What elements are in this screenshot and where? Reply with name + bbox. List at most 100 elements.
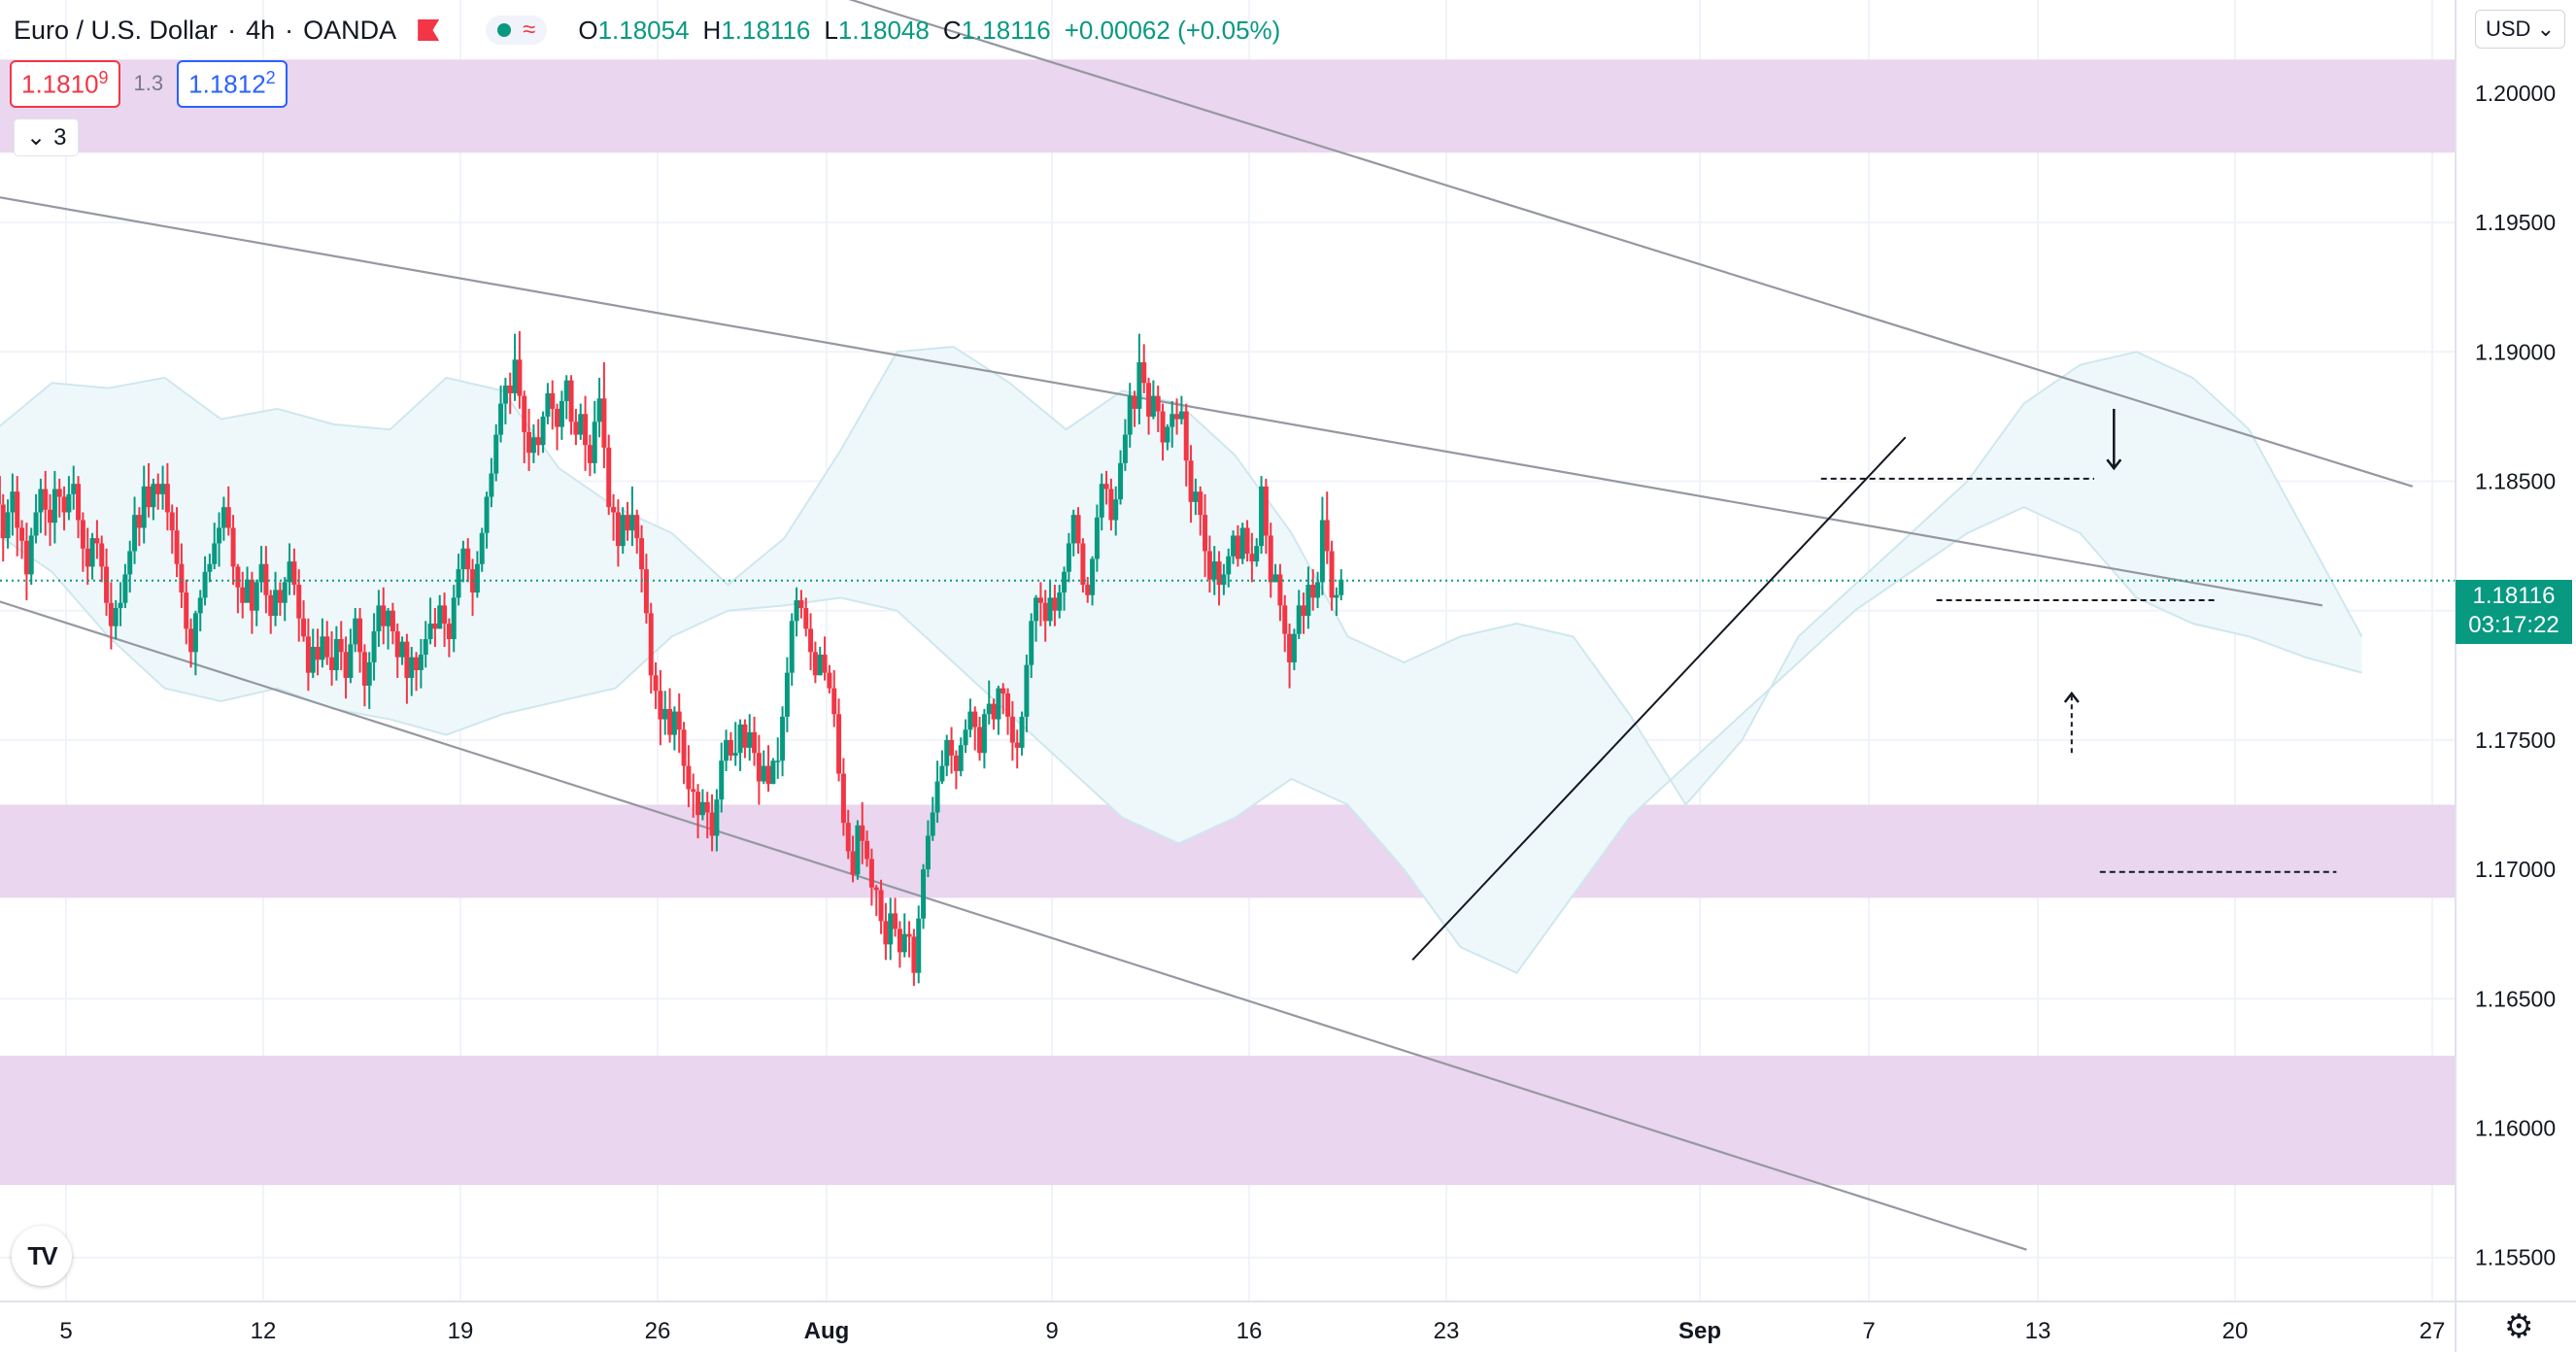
- indicators-toggle-button[interactable]: ⌄ 3: [14, 118, 80, 156]
- candle-body: [1070, 515, 1076, 544]
- candle-body: [324, 636, 330, 658]
- candle-body: [583, 414, 589, 446]
- candle-body: [353, 618, 358, 645]
- candle-body: [921, 869, 927, 919]
- candle-body: [963, 729, 968, 746]
- candle-body: [897, 929, 902, 953]
- candle-body: [991, 703, 997, 720]
- trendline: [848, 0, 2414, 488]
- candle-body: [28, 535, 34, 575]
- candle-body: [212, 543, 218, 564]
- candle-body: [254, 582, 259, 611]
- candle-body: [104, 566, 110, 603]
- candle-body: [1047, 597, 1053, 622]
- price-tick-label: 1.19500: [2475, 210, 2556, 235]
- candle-body: [273, 590, 279, 617]
- symbol-header[interactable]: Euro / U.S. Dollar · 4h · OANDA ≈ O1.180…: [14, 12, 1280, 49]
- candle-body: [850, 851, 856, 875]
- symbol-name[interactable]: Euro / U.S. Dollar: [14, 15, 219, 45]
- candle-body: [634, 515, 640, 539]
- candle-body: [752, 731, 758, 754]
- candle-body: [409, 657, 415, 678]
- candle-body: [376, 605, 382, 632]
- candle-body: [315, 647, 321, 660]
- candle-body: [220, 507, 226, 528]
- candle-body: [132, 515, 138, 552]
- candle-body: [1193, 491, 1199, 502]
- candle-body: [1226, 556, 1232, 575]
- tradingview-logo[interactable]: TV: [12, 1226, 72, 1286]
- candle-body: [282, 582, 288, 603]
- time-tick-label: 26: [645, 1318, 671, 1344]
- candle-body: [179, 563, 185, 593]
- currency-button[interactable]: USD ⌄: [2475, 10, 2566, 49]
- candle-body: [1211, 561, 1217, 580]
- candle-body: [545, 392, 551, 417]
- candle-body: [1272, 574, 1278, 583]
- candle-body: [625, 515, 630, 531]
- candle-body: [207, 563, 213, 572]
- candle-body: [1206, 551, 1212, 580]
- zone-rectangles: [0, 59, 2456, 1186]
- candle-body: [1277, 574, 1283, 606]
- flag-icon[interactable]: [418, 19, 440, 41]
- candle-body: [1287, 633, 1293, 662]
- candle-body: [235, 566, 241, 588]
- candle-body: [169, 512, 175, 531]
- sell-button[interactable]: 1.18109: [10, 60, 120, 108]
- candle-body: [1085, 585, 1091, 595]
- candle-body: [85, 548, 90, 567]
- time-tick-label: Aug: [804, 1318, 850, 1344]
- candle-body: [418, 654, 424, 670]
- candle-body: [108, 602, 114, 626]
- candle-body: [724, 739, 729, 761]
- candle-body: [136, 515, 142, 528]
- candle-body: [1216, 561, 1222, 586]
- candle-body: [10, 491, 16, 513]
- candle-body: [1034, 597, 1039, 622]
- candle-body: [174, 530, 180, 564]
- candle-body: [1169, 414, 1175, 427]
- candle-body: [691, 789, 696, 793]
- candle-body: [291, 561, 297, 586]
- currency-label: USD: [2486, 17, 2531, 41]
- candle-body: [1103, 484, 1109, 490]
- candle-body: [1024, 664, 1030, 717]
- candle-body: [901, 933, 907, 953]
- candle-body: [1291, 633, 1297, 662]
- buy-button[interactable]: 1.18122: [177, 60, 288, 108]
- time-tick-label: 23: [1434, 1318, 1460, 1344]
- candle-body: [1183, 411, 1189, 461]
- candle-body: [653, 675, 659, 692]
- candle-body: [484, 496, 490, 533]
- candle-body: [789, 621, 795, 673]
- candle-body: [526, 431, 532, 454]
- candle-body: [784, 672, 790, 717]
- candle-body: [596, 398, 602, 422]
- candle-body: [141, 486, 147, 528]
- candle-body: [737, 724, 743, 754]
- candle-body: [615, 512, 621, 547]
- candle-body: [944, 739, 950, 766]
- market-status[interactable]: ≈: [486, 16, 548, 45]
- interval[interactable]: 4h: [246, 15, 276, 45]
- candle-body: [146, 486, 152, 508]
- candle-body: [1052, 597, 1058, 611]
- settings-icon[interactable]: ⚙: [2504, 1308, 2534, 1345]
- low-value: 1.18048: [837, 15, 930, 45]
- candle-body: [770, 760, 776, 785]
- candle-body: [15, 491, 20, 528]
- candle-body: [568, 380, 574, 422]
- time-tick-label: 20: [2222, 1318, 2249, 1344]
- buy-price-pip: 2: [265, 68, 276, 87]
- candle-body: [1014, 742, 1020, 748]
- candle-body: [639, 538, 645, 570]
- sell-price-pip: 9: [98, 68, 109, 87]
- bollinger-fill: [0, 346, 2362, 973]
- separator: ·: [227, 15, 237, 45]
- candle-body: [671, 711, 677, 735]
- candle-body: [873, 887, 879, 891]
- candle-body: [555, 408, 560, 427]
- candle-body: [1235, 535, 1240, 559]
